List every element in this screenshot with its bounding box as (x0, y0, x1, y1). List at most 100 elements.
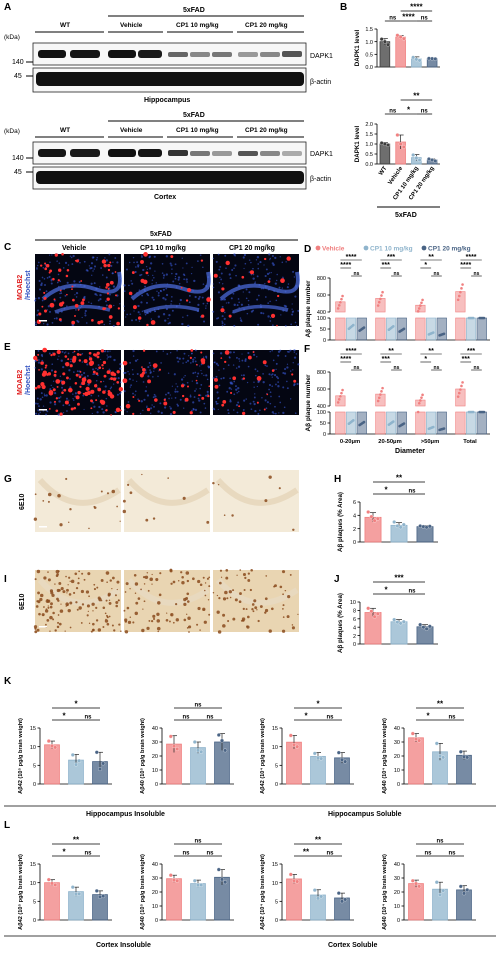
bar (416, 526, 434, 543)
plaque-dot (150, 620, 154, 623)
sig-label: * (407, 106, 411, 115)
panel-letter-d: D (304, 244, 311, 255)
plaque-dot (52, 618, 55, 621)
nucleus-dot (141, 294, 144, 297)
nucleus-dot (72, 393, 74, 395)
nucleus-dot (37, 413, 40, 416)
data-point (456, 298, 460, 302)
nucleus-dot (83, 408, 85, 411)
nucleus-dot (271, 385, 274, 387)
sig-label: ns (84, 851, 92, 857)
nucleus-dot (249, 402, 252, 405)
plaque-dot (146, 407, 151, 412)
data-point (53, 882, 58, 887)
plaque-dot (264, 611, 267, 614)
plaque-dot (39, 597, 43, 602)
data-point (459, 290, 462, 294)
nucleus-dot (36, 268, 38, 270)
nucleus-dot (56, 260, 58, 262)
nucleus-dot (184, 374, 186, 377)
y-tick-label: 0.0 (365, 65, 373, 71)
plaque-dot (220, 576, 223, 578)
plaque-dot (74, 572, 78, 576)
plaque-dot (37, 384, 41, 389)
plaque-dot (54, 629, 57, 632)
plaque-dot (170, 255, 174, 259)
nucleus-dot (100, 358, 102, 361)
nucleus-dot (41, 299, 44, 302)
nucleus-dot (283, 372, 287, 375)
nucleus-dot (58, 355, 60, 357)
data-point (416, 410, 420, 414)
nucleus-dot (165, 393, 167, 396)
nucleus-dot (223, 311, 226, 314)
nucleus-dot (234, 254, 236, 257)
nucleus-dot (144, 313, 147, 316)
sig-label: * (304, 712, 308, 721)
y-tick-label: 0 (353, 642, 356, 648)
nucleus-dot (70, 358, 72, 361)
plaque-dot (282, 604, 285, 607)
data-point (379, 37, 384, 42)
plaque-dot (152, 614, 156, 618)
y-tick-label: 10 (30, 881, 36, 887)
nucleus-dot (88, 265, 91, 267)
nucleus-dot (293, 349, 296, 352)
data-point (375, 516, 380, 521)
nucleus-dot (183, 407, 185, 409)
nucleus-dot (234, 264, 237, 267)
data-point (398, 35, 403, 40)
plaque-dot (53, 400, 57, 403)
bar-lower (436, 317, 447, 341)
nucleus-dot (240, 374, 243, 377)
nucleus-dot (287, 350, 290, 353)
nucleus-dot (194, 357, 196, 359)
plaque-dot (69, 508, 72, 511)
nucleus-dot (134, 390, 137, 393)
plaque-dot (50, 602, 53, 606)
nucleus-dot (147, 274, 149, 277)
nucleus-dot (225, 302, 228, 304)
nucleus-dot (185, 278, 188, 281)
nucleus-dot (198, 399, 201, 402)
nucleus-dot (132, 355, 135, 357)
nucleus-dot (110, 264, 113, 267)
nucleus-dot (120, 391, 122, 394)
nucleus-dot (37, 261, 40, 264)
plaque-dot (92, 622, 95, 626)
plaque-dot (232, 589, 235, 592)
data-point (319, 894, 324, 899)
band (238, 52, 258, 57)
plaque-dot (219, 569, 223, 572)
nucleus-dot (140, 301, 143, 304)
data-point (430, 56, 435, 61)
nucleus-dot (286, 366, 289, 369)
nucleus-dot (106, 358, 108, 360)
plaque-dot (267, 280, 271, 283)
data-point (94, 888, 99, 893)
nucleus-dot (46, 323, 49, 326)
plaque-dot (107, 263, 111, 268)
nucleus-dot (216, 317, 218, 320)
plaque-dot (116, 321, 120, 326)
stain-hoechst: /Hoechst (25, 365, 32, 395)
nucleus-dot (61, 350, 64, 353)
nucleus-dot (152, 376, 154, 378)
plaque-dot (49, 615, 53, 620)
plaque-dot (80, 301, 85, 306)
nucleus-dot (220, 272, 223, 275)
plaque-dot (143, 252, 148, 257)
data-point (427, 524, 432, 529)
nucleus-dot (291, 308, 293, 310)
y-tick-label: 0.5 (365, 152, 373, 158)
nucleus-dot (271, 254, 274, 257)
plaque-dot (225, 260, 230, 266)
plaque-dot (216, 594, 219, 597)
y-axis-label: Aβ40 (10⁴ pg/g brain weight) (382, 854, 388, 930)
nucleus-dot (127, 401, 130, 403)
plaque-dot (104, 619, 109, 623)
plaque-dot (132, 395, 135, 398)
nucleus-dot (271, 350, 273, 352)
plaque-dot (143, 583, 146, 585)
